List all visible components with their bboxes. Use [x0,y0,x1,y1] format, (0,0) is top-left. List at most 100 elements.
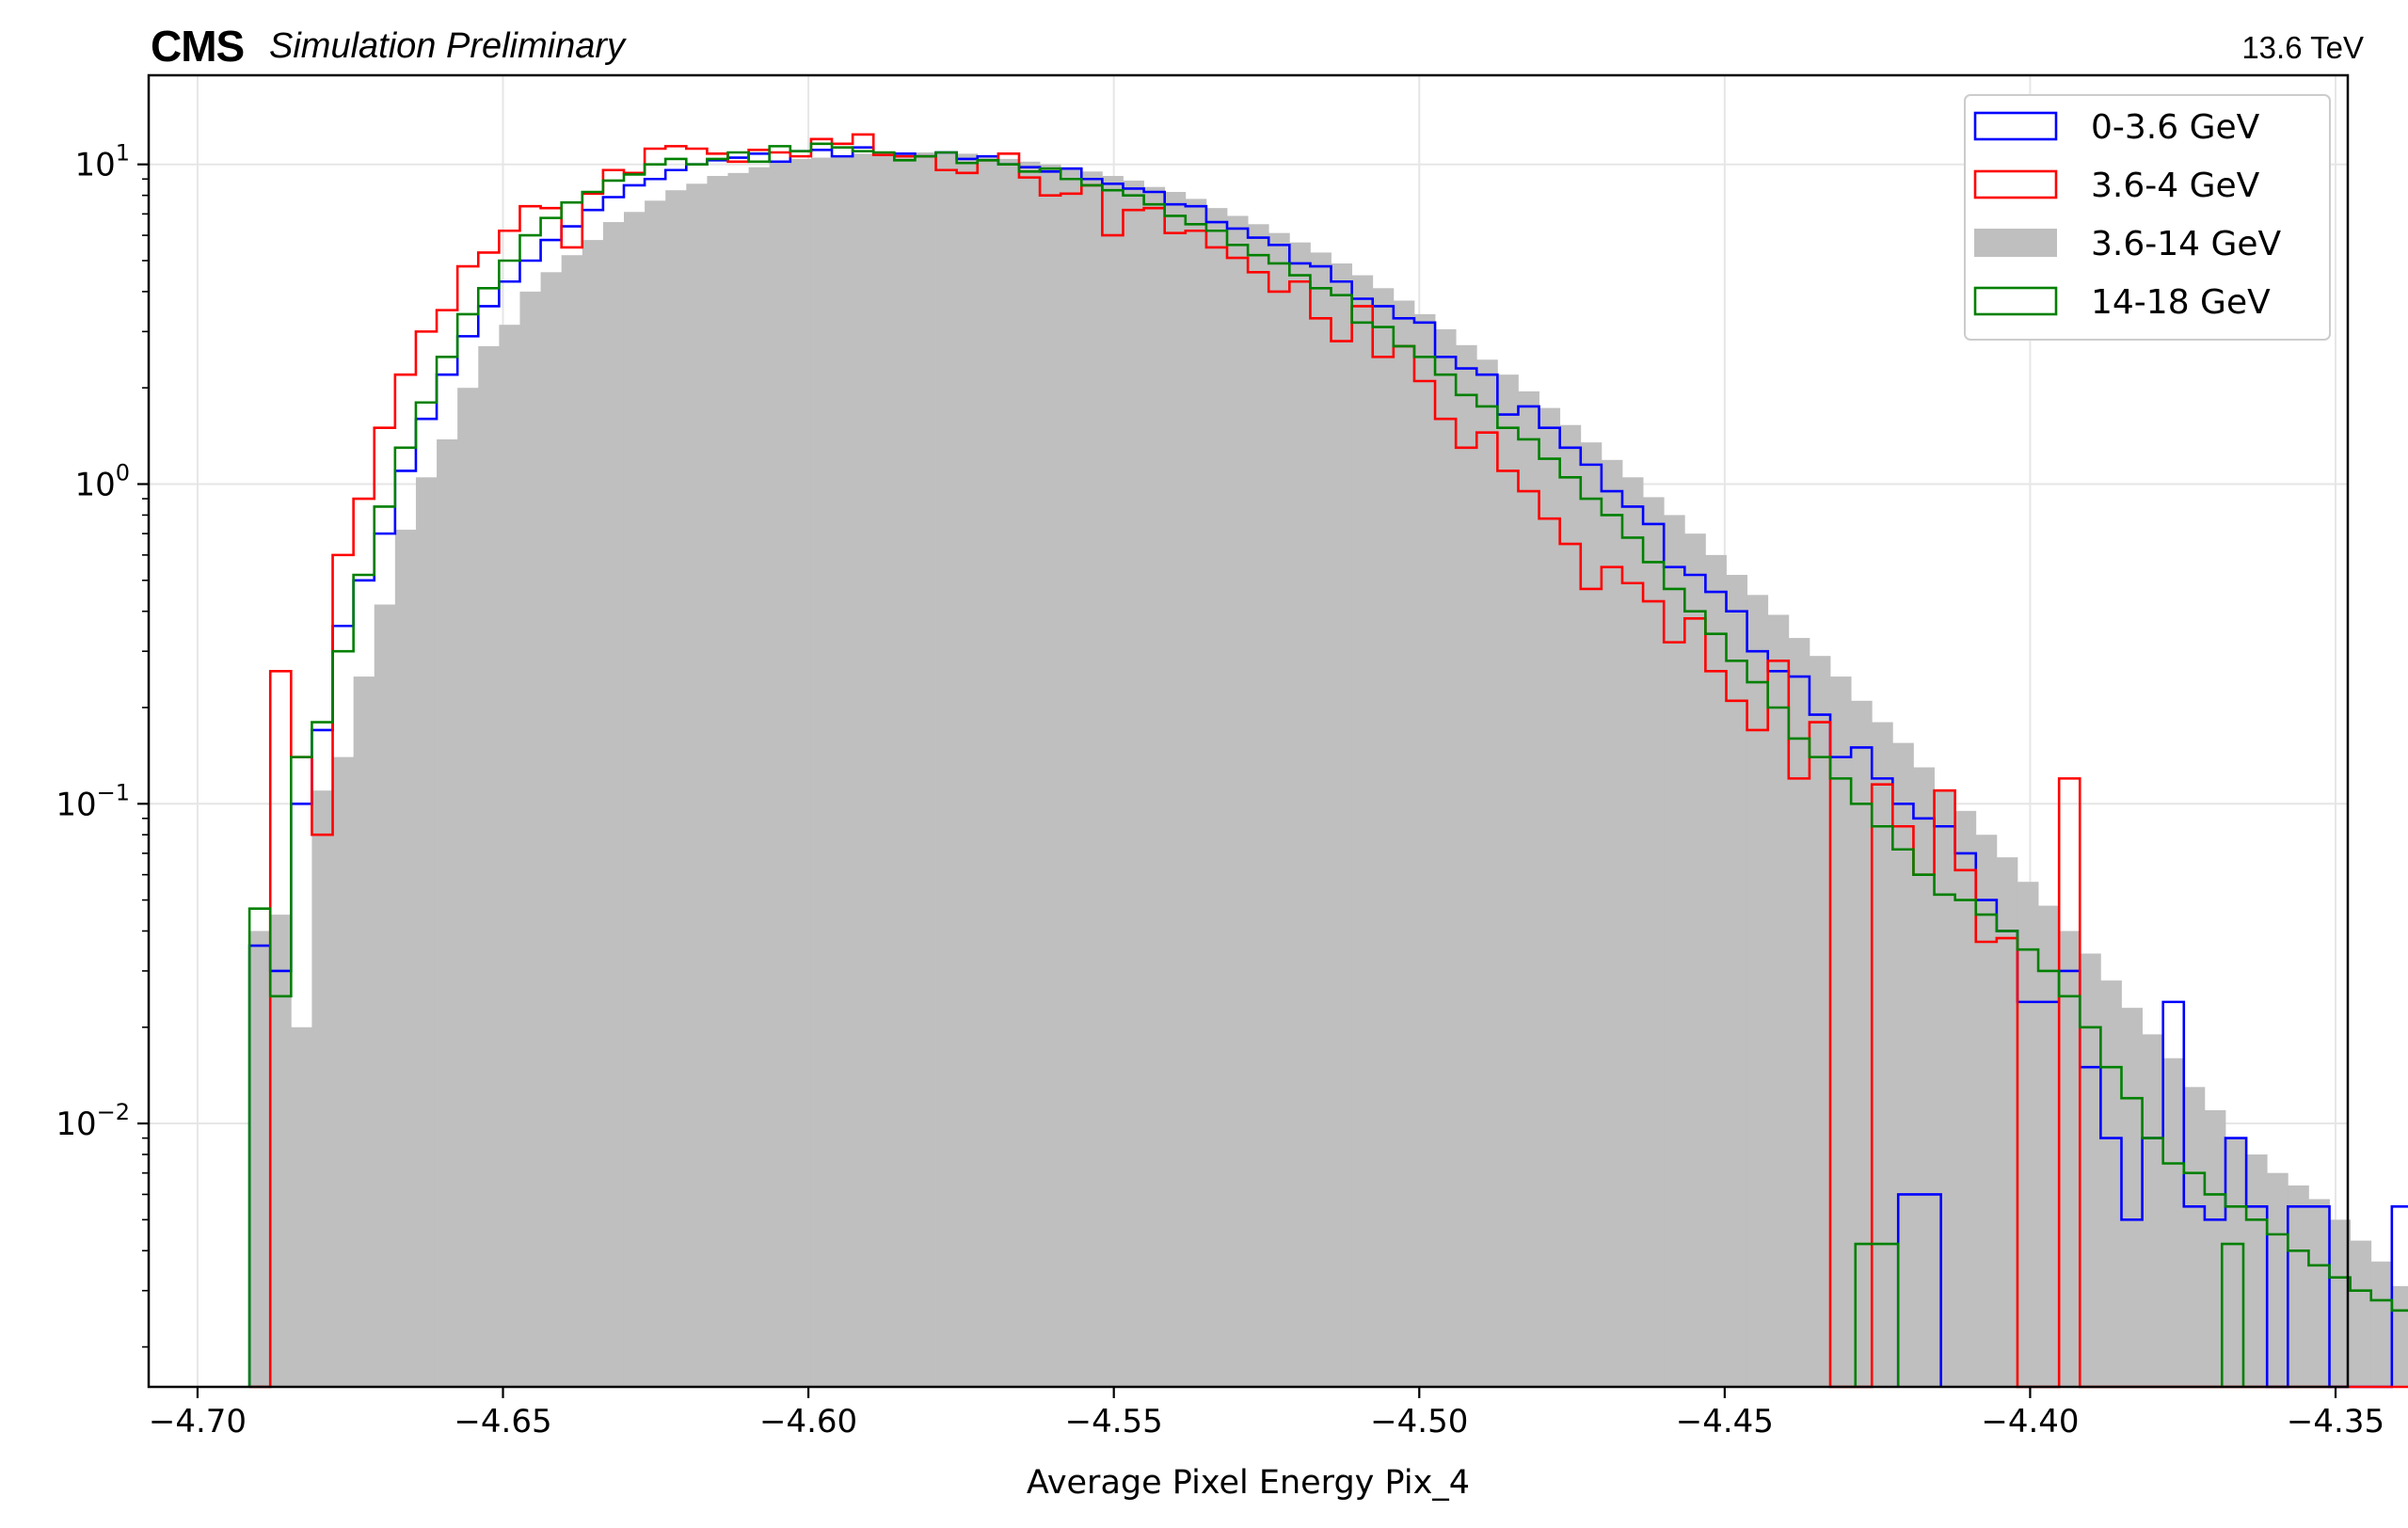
legend-swatch [1973,169,2058,199]
y-tick-label: 101 [74,140,130,184]
legend-box [1964,94,2331,341]
histogram-bar [2162,1058,2185,1387]
x-tick-label: −4.55 [1065,1403,1163,1440]
histogram-bar [1331,263,1353,1387]
x-axis-ticks: −4.70 −4.65 −4.60 −4.55 −4.50 −4.45 −4.40 −4.35 [149,1387,2384,1440]
histogram-bar [2121,1008,2143,1387]
histogram-bar [1123,180,1144,1388]
histogram-bar [1830,676,1852,1387]
histogram-bar [499,325,520,1387]
y-tick-label: 10−2 [56,1099,130,1143]
histogram-bar [561,255,583,1387]
histogram-bar [832,156,853,1387]
x-tick-label: −4.50 [1370,1403,1468,1440]
legend-label: 3.6-14 GeV [2091,225,2282,263]
series-line [249,133,2408,1389]
histogram-bar [1664,515,1685,1387]
y-tick-label: 100 [74,459,130,503]
histogram-bar [915,151,936,1388]
histogram-bar [1060,167,1082,1387]
histogram-bar [686,183,708,1387]
histogram-bar [2100,980,2122,1387]
series-line [247,142,2408,1387]
legend: 0-3.6 GeV 3.6-4 GeV 3.6-14 GeV 14-18 GeV [1964,94,2331,341]
histogram-bar [1205,208,1228,1387]
histogram-bar [2080,953,2101,1387]
x-tick-label: −4.60 [759,1403,857,1440]
histogram-bar [1809,656,1831,1387]
x-tick-label: −4.65 [454,1403,551,1440]
histogram-bar [1705,554,1727,1387]
series-line-segment [2220,1242,2245,1387]
histogram-bar [1289,242,1311,1387]
histogram-bar [1913,767,1935,1387]
x-tick-label: −4.70 [149,1403,247,1440]
histogram-bar [2288,1185,2309,1387]
legend-swatch [1973,111,2058,141]
histogram-bar [977,156,999,1387]
histogram-bar [1310,252,1332,1387]
histogram-bar [2308,1199,2330,1387]
histogram-bar [2204,1109,2226,1387]
histogram-bar [1643,497,1665,1387]
histogram-bar [645,200,666,1387]
y-tick-label: 10−1 [56,779,130,823]
histogram-bar [1892,742,1914,1387]
histogram-bar [1746,595,1769,1387]
histogram-bar [1954,810,1977,1387]
legend-swatch [1974,229,2057,257]
histogram-bar [1996,857,2018,1387]
legend-swatch [1973,286,2058,316]
histogram-bar [1018,161,1041,1387]
histogram-bar [1351,275,1374,1388]
histogram-bar [997,158,1020,1388]
histogram-bar [2370,1261,2393,1387]
histogram-bar [1788,638,1810,1387]
histogram-bar [1497,374,1519,1387]
histogram-bar [665,190,687,1387]
histogram-bar [1393,300,1415,1388]
histogram-bar [1372,288,1395,1388]
histogram-bar [894,151,916,1388]
histogram-bar [2142,1034,2164,1387]
series-line [247,146,2408,1389]
histogram-bar [1601,459,1623,1387]
histogram-bar [1934,790,1956,1387]
histogram-bar [2329,1219,2352,1387]
histogram-bar [1851,700,1873,1387]
histogram-bar [2017,882,2039,1387]
histogram-bar [810,157,833,1388]
histogram-bar [1102,176,1124,1387]
histogram-bar [2225,1138,2247,1387]
histogram-bar [748,167,771,1387]
histogram-bar [956,153,979,1387]
histogram-bar [707,176,728,1387]
histogram-bar [1684,533,1706,1387]
histogram-bar [1143,186,1166,1387]
legend-label: 0-3.6 GeV [2091,108,2260,147]
histogram-bar [2183,1087,2206,1387]
histogram-bar [1268,232,1290,1387]
histogram-bar [478,345,500,1388]
histogram-bar [1975,835,1998,1387]
histogram-bar [519,291,541,1387]
histogram-bar [935,151,958,1388]
energy-label: 13.6 TeV [2241,30,2364,65]
histogram-bar [1621,477,1644,1387]
histogram-bar [2391,1285,2408,1387]
histogram-bar [311,790,333,1387]
histogram-bar [727,172,750,1387]
histogram-bar [853,153,874,1387]
filled-series-layer [249,151,2408,1388]
histogram-bar [332,756,355,1387]
plot-frame [147,73,2350,1389]
x-axis-label: Average Pixel Energy Pix_4 [1027,1464,1470,1502]
histogram-bar [1227,215,1249,1388]
histogram-bar [1476,359,1498,1388]
histogram-bar [1040,164,1061,1387]
y-axis-ticks: 101 100 10−1 10−2 [56,140,149,1348]
status-label: Simulation Preliminary [269,26,626,66]
histogram-bar [1185,199,1207,1387]
histogram-bar [1435,328,1457,1388]
